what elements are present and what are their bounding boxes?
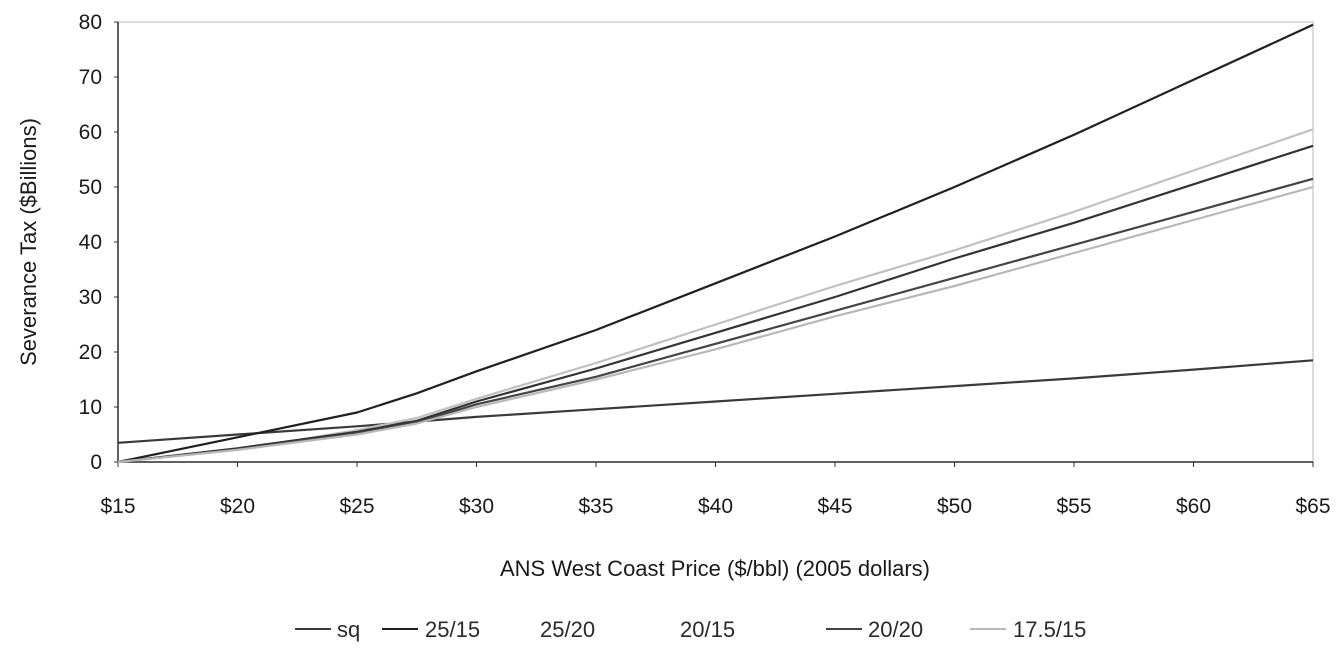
legend-item-20-20: 20/20 — [826, 617, 923, 642]
x-tick-label: $20 — [220, 495, 255, 518]
y-axis-title: Severance Tax ($Billions) — [16, 118, 41, 366]
y-tick-label: 60 — [79, 121, 102, 144]
x-tick-label: $55 — [1056, 495, 1091, 518]
y-tick-label: 10 — [79, 396, 102, 419]
plot-frame — [117, 21, 1314, 463]
legend-label: sq — [337, 617, 360, 642]
legend-label: 20/15 — [680, 617, 735, 642]
legend-label: 25/15 — [425, 617, 480, 642]
x-tick-label: $60 — [1176, 495, 1211, 518]
y-axis-ticks: 0 10 20 30 40 50 60 70 80 — [79, 11, 118, 474]
legend-item-25-15: 25/15 — [382, 617, 480, 642]
x-tick-label: $65 — [1295, 495, 1330, 518]
series-line-25-15 — [117, 23, 1314, 464]
legend-item-sq: sq — [295, 617, 360, 642]
legend-label: 20/20 — [868, 617, 923, 642]
series-line-20-15 — [117, 144, 1314, 464]
y-tick-label: 0 — [90, 451, 102, 474]
legend-label: 25/20 — [540, 617, 595, 642]
x-tick-label: $50 — [937, 495, 972, 518]
legend-item-25-20: 25/20 — [540, 617, 595, 642]
y-tick-label: 70 — [79, 66, 102, 89]
x-tick-label: $15 — [100, 495, 135, 518]
y-tick-label: 20 — [79, 341, 102, 364]
x-tick-label: $40 — [698, 495, 733, 518]
series-line-sq — [117, 359, 1314, 444]
y-tick-label: 50 — [79, 176, 102, 199]
legend: sq 25/15 25/20 20/15 20/20 17.5/15 — [295, 617, 1086, 642]
series-line-20-20 — [117, 177, 1314, 464]
series-line-25-20 — [117, 128, 1314, 464]
x-tick-label: $25 — [339, 495, 374, 518]
y-tick-label: 30 — [79, 286, 102, 309]
x-tick-label: $30 — [459, 495, 494, 518]
x-axis-title: ANS West Coast Price ($/bbl) (2005 dolla… — [500, 556, 930, 581]
y-tick-label: 40 — [79, 231, 102, 254]
x-tick-label: $45 — [817, 495, 852, 518]
series-lines — [117, 23, 1314, 464]
x-axis-ticks: $15 $20 $25 $30 $35 $40 $45 $50 $55 $60 $65 — [100, 462, 1331, 518]
x-tick-label: $35 — [578, 495, 613, 518]
legend-item-17-5-15: 17.5/15 — [970, 617, 1086, 642]
y-tick-label: 80 — [79, 11, 102, 34]
legend-label: 17.5/15 — [1013, 617, 1086, 642]
legend-item-20-15: 20/15 — [680, 617, 735, 642]
series-line-17-5-15 — [117, 185, 1314, 464]
